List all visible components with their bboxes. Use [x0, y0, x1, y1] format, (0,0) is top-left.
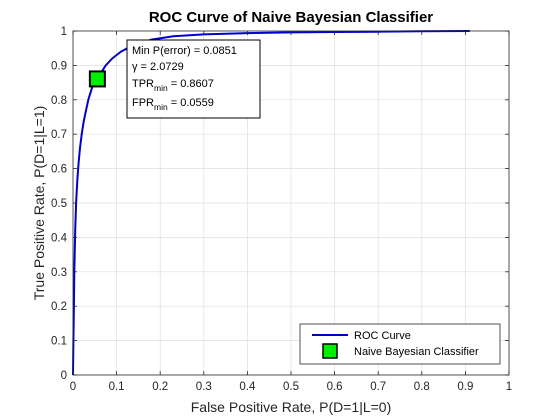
y-tick-label: 0.7	[51, 129, 67, 141]
fpr-value: = 0.0559	[168, 97, 214, 109]
fpr-subscript: min	[154, 102, 168, 112]
x-tick-label: 0.9	[457, 381, 473, 393]
y-tick-label: 0.9	[51, 60, 67, 72]
y-tick-label: 1	[61, 26, 67, 38]
tpr-label: TPR	[132, 78, 154, 90]
data-tip-tpr: TPRmin = 0.8607	[132, 78, 214, 93]
fpr-label: FPR	[132, 97, 154, 109]
x-tick-label: 0.4	[239, 381, 256, 393]
data-tip: Min P(error) = 0.0851 γ = 2.0729 TPRmin …	[126, 39, 261, 119]
chart-title: ROC Curve of Naive Bayesian Classifier	[149, 9, 433, 26]
data-tip-fpr: FPRmin = 0.0559	[132, 97, 214, 112]
y-axis-label: True Positive Rate, P(D=1|L=1)	[31, 106, 47, 301]
data-tip-min-error: Min P(error) = 0.0851	[132, 45, 237, 57]
tpr-subscript: min	[154, 83, 168, 93]
x-tick-label: 0.8	[414, 381, 430, 393]
gamma-value: = 2.0729	[138, 61, 184, 73]
y-tick-label: 0.2	[51, 301, 67, 313]
y-tick-label: 0.1	[51, 336, 67, 348]
gamma-symbol: γ	[132, 61, 138, 73]
x-tick-label: 1	[506, 381, 512, 393]
legend-roc-label: ROC Curve	[354, 330, 411, 342]
y-tick-label: 0.3	[51, 267, 67, 279]
legend-marker-swatch	[322, 343, 338, 359]
y-tick-label: 0.4	[51, 232, 68, 244]
classifier-point-marker	[88, 70, 106, 88]
x-tick-label: 0.7	[370, 381, 386, 393]
legend-classifier-label: Naive Bayesian Classifier	[354, 346, 479, 358]
tpr-value: = 0.8607	[168, 78, 214, 90]
x-tick-label: 0.2	[152, 381, 168, 393]
legend: ROC Curve Naive Bayesian Classifier	[299, 323, 501, 365]
x-tick-label: 0	[70, 381, 76, 393]
data-tip-box	[126, 39, 261, 119]
x-tick-label: 0.3	[196, 381, 212, 393]
grid-lines	[73, 31, 509, 375]
ticks-layer: 0 0.1 0.2 0.3 0.4 0.5 0.6 0.7 0.8 0.9 1 0 0.1 0.2 0.3 0…	[51, 26, 512, 393]
x-tick-label: 0.1	[109, 381, 125, 393]
y-tick-label: 0.6	[51, 164, 67, 176]
x-tick-label: 0.6	[327, 381, 343, 393]
y-tick-label: 0.8	[51, 95, 67, 107]
y-tick-label: 0.5	[51, 198, 67, 210]
x-tick-label: 0.5	[283, 381, 299, 393]
y-tick-label: 0	[61, 370, 67, 382]
data-tip-gamma: γ = 2.0729	[132, 61, 184, 73]
x-axis-label: False Positive Rate, P(D=1|L=0)	[191, 399, 392, 415]
